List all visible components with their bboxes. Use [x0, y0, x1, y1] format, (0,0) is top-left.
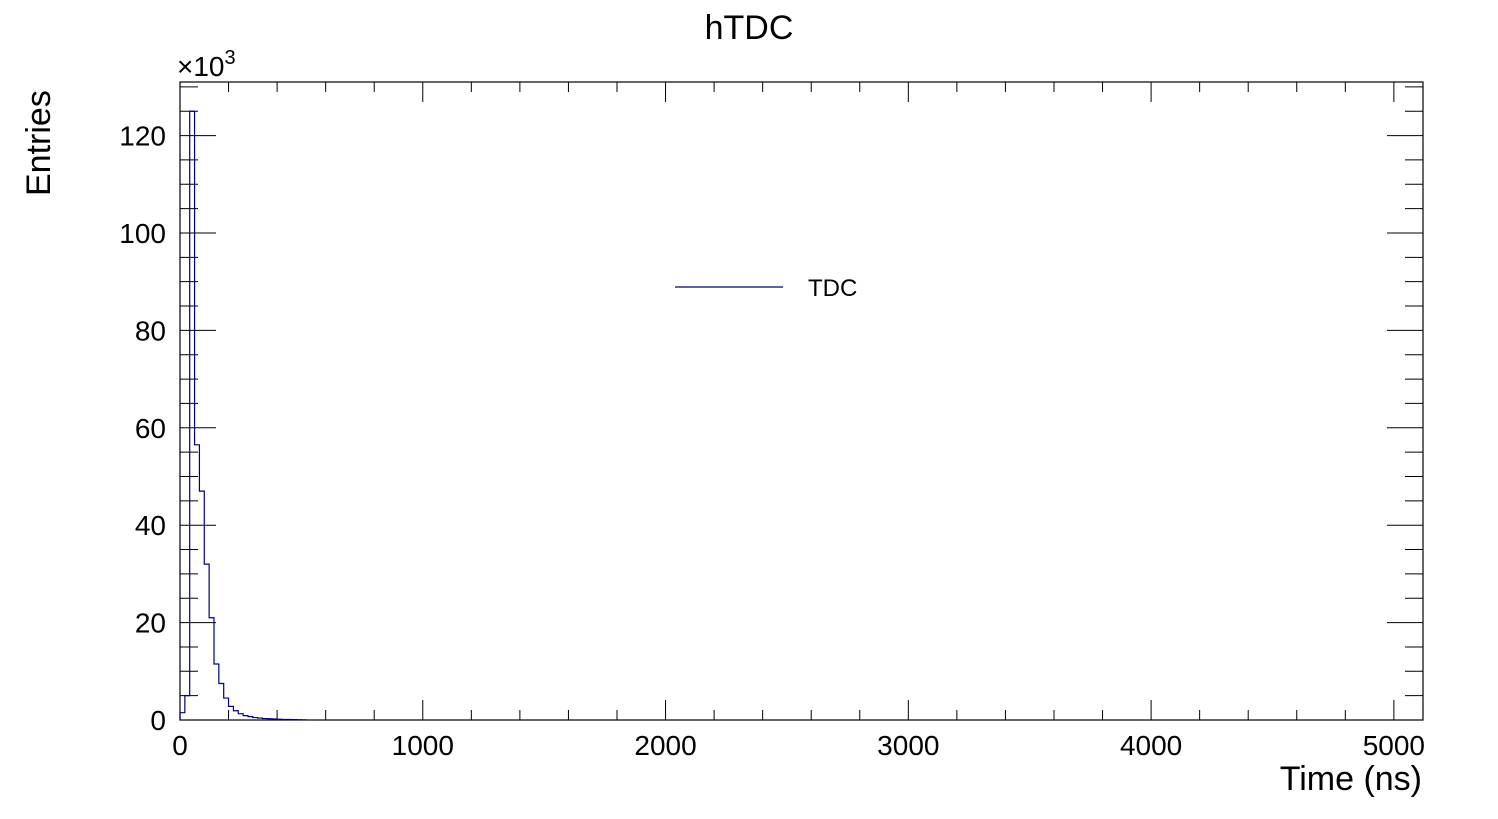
x-tick-label: 0	[172, 730, 188, 761]
y-axis-ticks	[180, 87, 1423, 720]
plot-border	[180, 82, 1423, 720]
x-tick-label: 5000	[1363, 730, 1425, 761]
y-multiplier-exponent: 3	[225, 47, 236, 69]
y-axis-multiplier: ×103	[177, 47, 236, 82]
x-tick-label: 3000	[877, 730, 939, 761]
y-axis-label: Entries	[20, 90, 58, 196]
y-tick-label: 100	[119, 218, 166, 249]
y-tick-label: 40	[135, 510, 166, 541]
tdc-histogram-series	[180, 111, 306, 720]
x-tick-label: 1000	[392, 730, 454, 761]
y-multiplier-base: ×10	[177, 51, 225, 82]
y-tick-label: 120	[119, 121, 166, 152]
x-tick-label: 2000	[634, 730, 696, 761]
plot-frame	[180, 82, 1423, 720]
legend: TDC	[675, 275, 857, 302]
x-axis-label: Time (ns)	[1280, 760, 1422, 798]
x-axis-ticks	[180, 82, 1394, 720]
x-tick-label: 4000	[1120, 730, 1182, 761]
y-tick-label: 20	[135, 608, 166, 639]
y-tick-label: 60	[135, 413, 166, 444]
legend-label-tdc: TDC	[808, 275, 857, 302]
chart-title: hTDC	[705, 9, 794, 47]
y-tick-label: 0	[150, 705, 166, 736]
x-axis-tick-labels: 0 1000 2000 3000 4000 5000	[172, 730, 1425, 761]
y-axis-tick-labels: 0 20 40 60 80 100 120	[119, 121, 166, 736]
y-tick-label: 80	[135, 315, 166, 346]
